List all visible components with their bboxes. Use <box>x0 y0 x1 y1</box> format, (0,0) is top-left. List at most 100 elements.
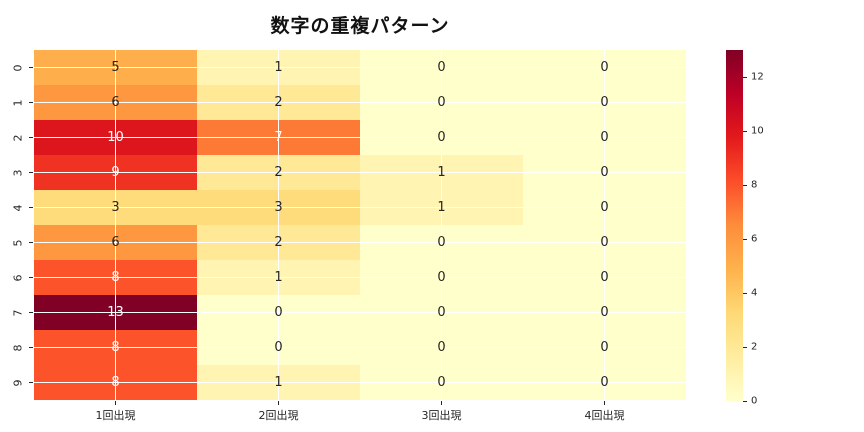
grid-line-vertical <box>114 330 117 365</box>
y-tick-label: 3 <box>11 169 25 176</box>
heatmap-cell: 0 <box>360 225 523 260</box>
heatmap-cell: 0 <box>360 365 523 400</box>
colorbar-tick-mark <box>743 76 747 78</box>
y-tick-mark <box>29 172 33 173</box>
heatmap-cell: 1 <box>360 155 523 190</box>
colorbar-tick-mark <box>743 238 747 240</box>
y-tick-mark <box>29 382 33 383</box>
colorbar-tick-label: 8 <box>751 179 758 191</box>
heatmap-cell: 1 <box>197 365 360 400</box>
heatmap-cell: 1 <box>197 50 360 85</box>
colorbar-tick-label: 4 <box>751 287 758 299</box>
heatmap-cell-value: 0 <box>437 95 446 110</box>
heatmap-cell: 6 <box>34 225 197 260</box>
heatmap-cell: 8 <box>34 260 197 295</box>
grid-line-vertical <box>114 295 117 330</box>
heatmap-cell-value: 0 <box>600 235 609 250</box>
y-tick-label: 4 <box>11 204 25 211</box>
colorbar <box>726 50 743 401</box>
heatmap-cell-value: 0 <box>600 340 609 355</box>
grid-line-vertical <box>277 330 280 365</box>
grid-line-vertical <box>114 155 117 190</box>
heatmap-cell: 0 <box>523 190 686 225</box>
grid-line-vertical <box>277 120 280 155</box>
heatmap-cell: 0 <box>523 50 686 85</box>
heatmap-cell: 0 <box>523 365 686 400</box>
heatmap-cell-value: 0 <box>600 60 609 75</box>
heatmap-cell: 0 <box>360 295 523 330</box>
heatmap-cell-value: 3 <box>274 200 283 215</box>
heatmap-cell-value: 0 <box>600 165 609 180</box>
heatmap-cell: 7 <box>197 120 360 155</box>
heatmap-cell-value: 0 <box>274 340 283 355</box>
colorbar-tick-label: 12 <box>751 71 764 83</box>
y-tick-label: 5 <box>11 239 25 246</box>
y-tick-label: 7 <box>11 309 25 316</box>
grid-line-vertical <box>440 225 443 260</box>
grid-line-vertical <box>277 365 280 400</box>
heatmap-cell-value: 0 <box>437 270 446 285</box>
y-tick-mark <box>29 67 33 68</box>
heatmap-cell-value: 8 <box>111 375 120 390</box>
heatmap-cell-value: 1 <box>274 60 283 75</box>
y-tick-label: 1 <box>11 99 25 106</box>
heatmap-cell-value: 0 <box>600 375 609 390</box>
heatmap-cell: 0 <box>360 260 523 295</box>
grid-line-vertical <box>440 155 443 190</box>
heatmap-cell: 0 <box>523 120 686 155</box>
colorbar-tick-label: 10 <box>751 125 764 137</box>
grid-line-vertical <box>114 120 117 155</box>
y-tick-label: 8 <box>11 344 25 351</box>
grid-line-vertical <box>603 190 606 225</box>
heatmap-cell: 10 <box>34 120 197 155</box>
grid-line-vertical <box>440 190 443 225</box>
y-tick-mark <box>29 312 33 313</box>
heatmap-cell: 8 <box>34 330 197 365</box>
heatmap-cell-value: 2 <box>274 235 283 250</box>
heatmap-cell-value: 0 <box>600 95 609 110</box>
colorbar-tick-mark <box>743 292 747 294</box>
heatmap-cell-value: 1 <box>437 165 446 180</box>
heatmap-cell-value: 10 <box>107 130 124 145</box>
colorbar-tick-label: 0 <box>751 395 758 407</box>
x-tick-mark <box>278 401 279 405</box>
heatmap-cell: 0 <box>360 120 523 155</box>
grid-line-vertical <box>440 260 443 295</box>
grid-line-vertical <box>603 295 606 330</box>
grid-line-vertical <box>277 225 280 260</box>
heatmap-cell: 6 <box>34 85 197 120</box>
heatmap-cell-value: 0 <box>600 270 609 285</box>
colorbar-tick-label: 6 <box>751 233 758 245</box>
y-tick-label: 6 <box>11 274 25 281</box>
grid-line-vertical <box>114 365 117 400</box>
heatmap-cell-value: 5 <box>111 60 120 75</box>
heatmap-cell: 2 <box>197 155 360 190</box>
heatmap-cell: 1 <box>360 190 523 225</box>
y-tick-label: 2 <box>11 134 25 141</box>
colorbar-gradient <box>726 50 743 401</box>
heatmap-cell-value: 9 <box>111 165 120 180</box>
heatmap-cell: 3 <box>197 190 360 225</box>
heatmap-cell-value: 8 <box>111 340 120 355</box>
grid-line-vertical <box>440 50 443 85</box>
y-tick-mark <box>29 207 33 208</box>
grid-line-vertical <box>277 190 280 225</box>
colorbar-tick-mark <box>743 130 747 132</box>
grid-line-vertical <box>440 85 443 120</box>
x-tick-mark <box>115 401 116 405</box>
x-tick-mark <box>441 401 442 405</box>
heatmap-cell: 0 <box>523 330 686 365</box>
x-tick-mark <box>604 401 605 405</box>
grid-line-vertical <box>114 190 117 225</box>
heatmap-cell: 0 <box>523 85 686 120</box>
grid-line-vertical <box>114 50 117 85</box>
heatmap-cell-value: 1 <box>437 200 446 215</box>
grid-line-vertical <box>603 85 606 120</box>
grid-line-vertical <box>114 85 117 120</box>
heatmap-cell: 0 <box>523 155 686 190</box>
heatmap-cell-value: 0 <box>600 305 609 320</box>
grid-line-vertical <box>277 50 280 85</box>
heatmap-cell: 0 <box>197 295 360 330</box>
heatmap-cell-value: 7 <box>274 130 283 145</box>
